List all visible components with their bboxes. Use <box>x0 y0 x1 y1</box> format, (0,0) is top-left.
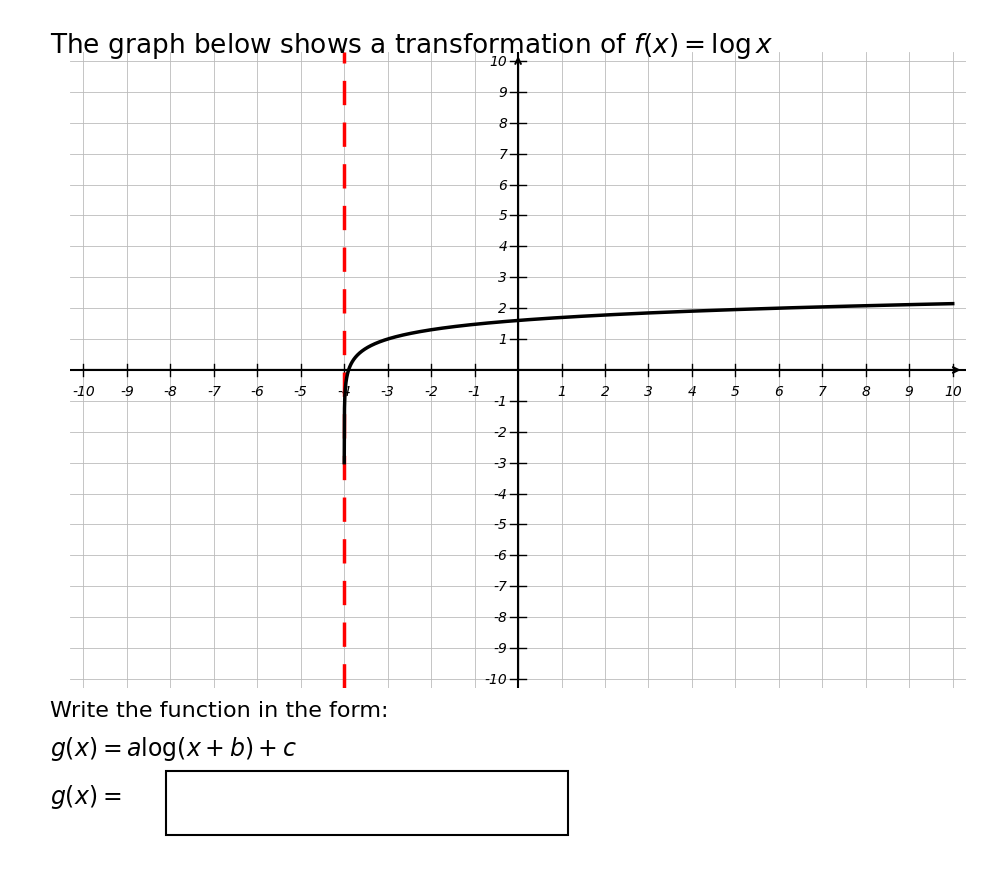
Text: -8: -8 <box>163 384 177 398</box>
Text: 4: 4 <box>687 384 696 398</box>
Text: 9: 9 <box>498 86 507 100</box>
Text: -7: -7 <box>493 580 507 594</box>
Text: -9: -9 <box>493 641 507 655</box>
Text: -9: -9 <box>120 384 134 398</box>
Text: -2: -2 <box>425 384 438 398</box>
Text: -5: -5 <box>294 384 308 398</box>
Text: -6: -6 <box>250 384 265 398</box>
Text: -6: -6 <box>493 549 507 563</box>
Text: -4: -4 <box>493 487 507 501</box>
Text: 10: 10 <box>944 384 962 398</box>
Text: -4: -4 <box>337 384 351 398</box>
Text: 3: 3 <box>644 384 653 398</box>
Text: 2: 2 <box>498 302 507 316</box>
Text: -1: -1 <box>493 395 507 409</box>
Text: 7: 7 <box>818 384 827 398</box>
Text: The graph below shows a transformation of $f(x) = \log x$: The graph below shows a transformation o… <box>50 31 774 61</box>
Text: -5: -5 <box>493 517 507 531</box>
Text: 1: 1 <box>498 332 507 346</box>
Text: 4: 4 <box>498 240 507 254</box>
Text: 8: 8 <box>861 384 870 398</box>
Text: -3: -3 <box>380 384 394 398</box>
Text: -7: -7 <box>207 384 220 398</box>
Text: 8: 8 <box>498 117 507 131</box>
Text: 10: 10 <box>490 55 507 69</box>
Text: 5: 5 <box>731 384 739 398</box>
Text: 5: 5 <box>498 210 507 224</box>
Text: -2: -2 <box>493 425 507 439</box>
Text: 3: 3 <box>498 271 507 285</box>
Text: 2: 2 <box>601 384 610 398</box>
Text: -10: -10 <box>72 384 95 398</box>
Text: -10: -10 <box>485 672 507 686</box>
Text: -1: -1 <box>468 384 482 398</box>
Text: -3: -3 <box>493 456 507 470</box>
Text: $g(x) = a\log(x + b) + c$: $g(x) = a\log(x + b) + c$ <box>50 734 298 762</box>
Text: -8: -8 <box>493 610 507 624</box>
Text: $g(x) =$: $g(x) =$ <box>50 782 122 810</box>
Text: 9: 9 <box>904 384 913 398</box>
Text: Write the function in the form:: Write the function in the form: <box>50 700 388 720</box>
Text: 1: 1 <box>557 384 566 398</box>
Text: 6: 6 <box>498 178 507 192</box>
Text: 7: 7 <box>498 147 507 161</box>
Text: 6: 6 <box>775 384 784 398</box>
